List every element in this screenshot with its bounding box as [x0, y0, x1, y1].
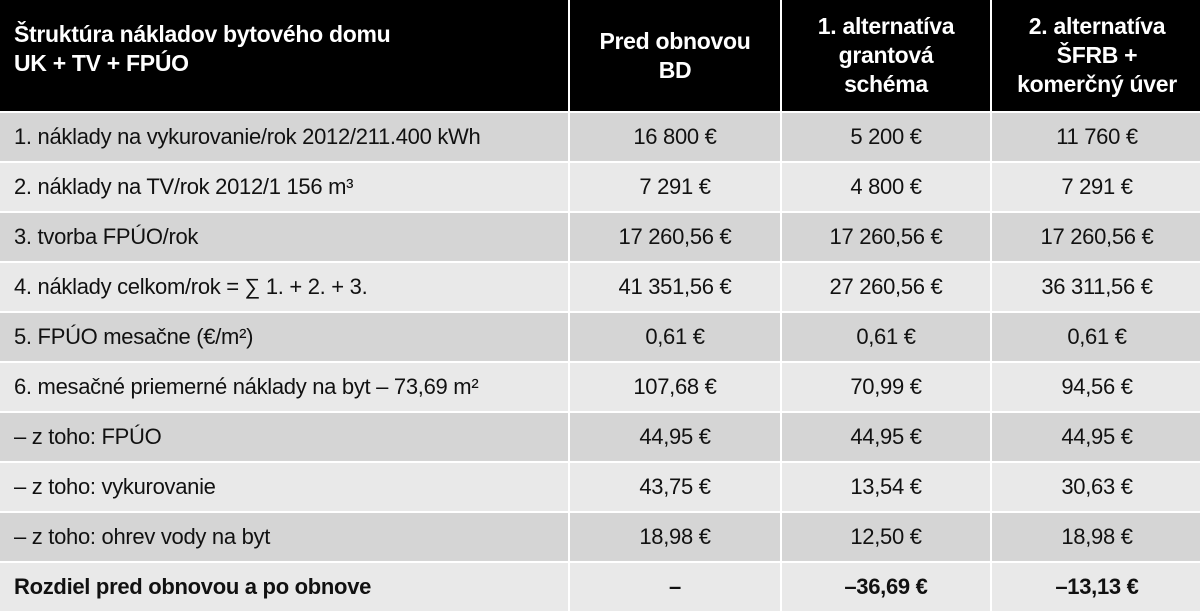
table-cell: 17 260,56 € — [992, 213, 1200, 261]
table-cell: 16 800 € — [570, 113, 780, 161]
table-cell: 4. náklady celkom/rok = ∑ 1. + 2. + 3. — [0, 263, 568, 311]
table-cell: 27 260,56 € — [782, 263, 990, 311]
table-cell: 0,61 € — [992, 313, 1200, 361]
header-line: komerčný úver — [1017, 71, 1177, 97]
table-cell: 2. náklady na TV/rok 2012/1 156 m³ — [0, 163, 568, 211]
table-cell: 41 351,56 € — [570, 263, 780, 311]
table-cell: – z toho: FPÚO — [0, 413, 568, 461]
table-cell: 44,95 € — [782, 413, 990, 461]
header-line: schéma — [844, 71, 928, 97]
header-line: Štruktúra nákladov bytového domu — [14, 21, 391, 47]
header-cell: 1. alternatíva grantová schéma — [782, 0, 990, 111]
table-cell: 70,99 € — [782, 363, 990, 411]
table-cell: 18,98 € — [570, 513, 780, 561]
table-cell: 3. tvorba FPÚO/rok — [0, 213, 568, 261]
table-cell: – z toho: ohrev vody na byt — [0, 513, 568, 561]
table-cell: 17 260,56 € — [782, 213, 990, 261]
table-cell: – — [570, 563, 780, 611]
header-cell: Štruktúra nákladov bytového domu UK + TV … — [0, 0, 568, 111]
table-cell: 13,54 € — [782, 463, 990, 511]
table-cell: 12,50 € — [782, 513, 990, 561]
header-line: grantová — [838, 42, 934, 68]
header-line: 2. alternatíva — [1028, 13, 1166, 39]
table-cell: 7 291 € — [570, 163, 780, 211]
table-cell: 7 291 € — [992, 163, 1200, 211]
header-cell: Pred obnovou BD — [570, 0, 780, 111]
table-cell: 36 311,56 € — [992, 263, 1200, 311]
table-cell: Rozdiel pred obnovou a po obnove — [0, 563, 568, 611]
header-cell: 2. alternatíva ŠFRB + komerčný úver — [992, 0, 1200, 111]
table-cell: 5. FPÚO mesačne (€/m²) — [0, 313, 568, 361]
table-cell: 11 760 € — [992, 113, 1200, 161]
header-line: 1. alternatíva — [817, 13, 955, 39]
table-cell: –36,69 € — [782, 563, 990, 611]
table-cell: 4 800 € — [782, 163, 990, 211]
table-cell: 0,61 € — [782, 313, 990, 361]
table-cell: 44,95 € — [570, 413, 780, 461]
table-cell: 5 200 € — [782, 113, 990, 161]
table-cell: 44,95 € — [992, 413, 1200, 461]
table-cell: 43,75 € — [570, 463, 780, 511]
table-cell: 107,68 € — [570, 363, 780, 411]
header-line: ŠFRB + — [1056, 42, 1138, 68]
table-cell: 1. náklady na vykurovanie/rok 2012/211.4… — [0, 113, 568, 161]
table-cell: 6. mesačné priemerné náklady na byt – 73… — [0, 363, 568, 411]
table-cell: 18,98 € — [992, 513, 1200, 561]
table-cell: 0,61 € — [570, 313, 780, 361]
header-line: Pred obnovou — [599, 27, 751, 54]
table-cell: – z toho: vykurovanie — [0, 463, 568, 511]
table-cell: 30,63 € — [992, 463, 1200, 511]
table-cell: 17 260,56 € — [570, 213, 780, 261]
table-cell: –13,13 € — [992, 563, 1200, 611]
header-line: BD — [658, 56, 692, 83]
table-cell: 94,56 € — [992, 363, 1200, 411]
header-line: UK + TV + FPÚO — [14, 50, 189, 76]
